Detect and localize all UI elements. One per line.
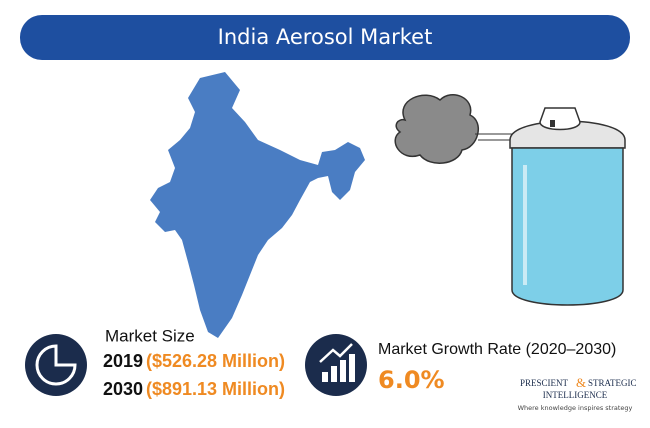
logo-text: PRESCIENT [520,378,569,388]
logo-tagline: Where knowledge inspires strategy [518,404,633,412]
can-body [511,147,624,306]
logo-text: INTELLIGENCE [543,390,608,400]
growth-label: Market Growth Rate (2020–2030) [378,341,616,358]
market-value: ($891.13 Million) [146,379,285,399]
market-size-label: Market Size [105,326,195,345]
logo-amp: & [576,375,586,390]
spray-cloud [394,94,480,164]
growth-value: 6.0% [378,366,445,394]
market-value: ($526.28 Million) [146,351,285,371]
can-nozzle [550,120,555,127]
bar-icon [322,354,355,382]
title-banner [20,15,630,60]
can-cap [539,107,581,131]
year: 2019 [103,351,143,371]
trend-icon [319,343,353,363]
india-map [150,72,365,338]
can-top [509,120,626,149]
year: 2030 [103,379,143,399]
pie-icon [35,344,77,386]
logo-text: STRATEGIC [588,378,637,388]
growth-icon [305,334,367,396]
title: India Aerosol Market [218,25,433,49]
